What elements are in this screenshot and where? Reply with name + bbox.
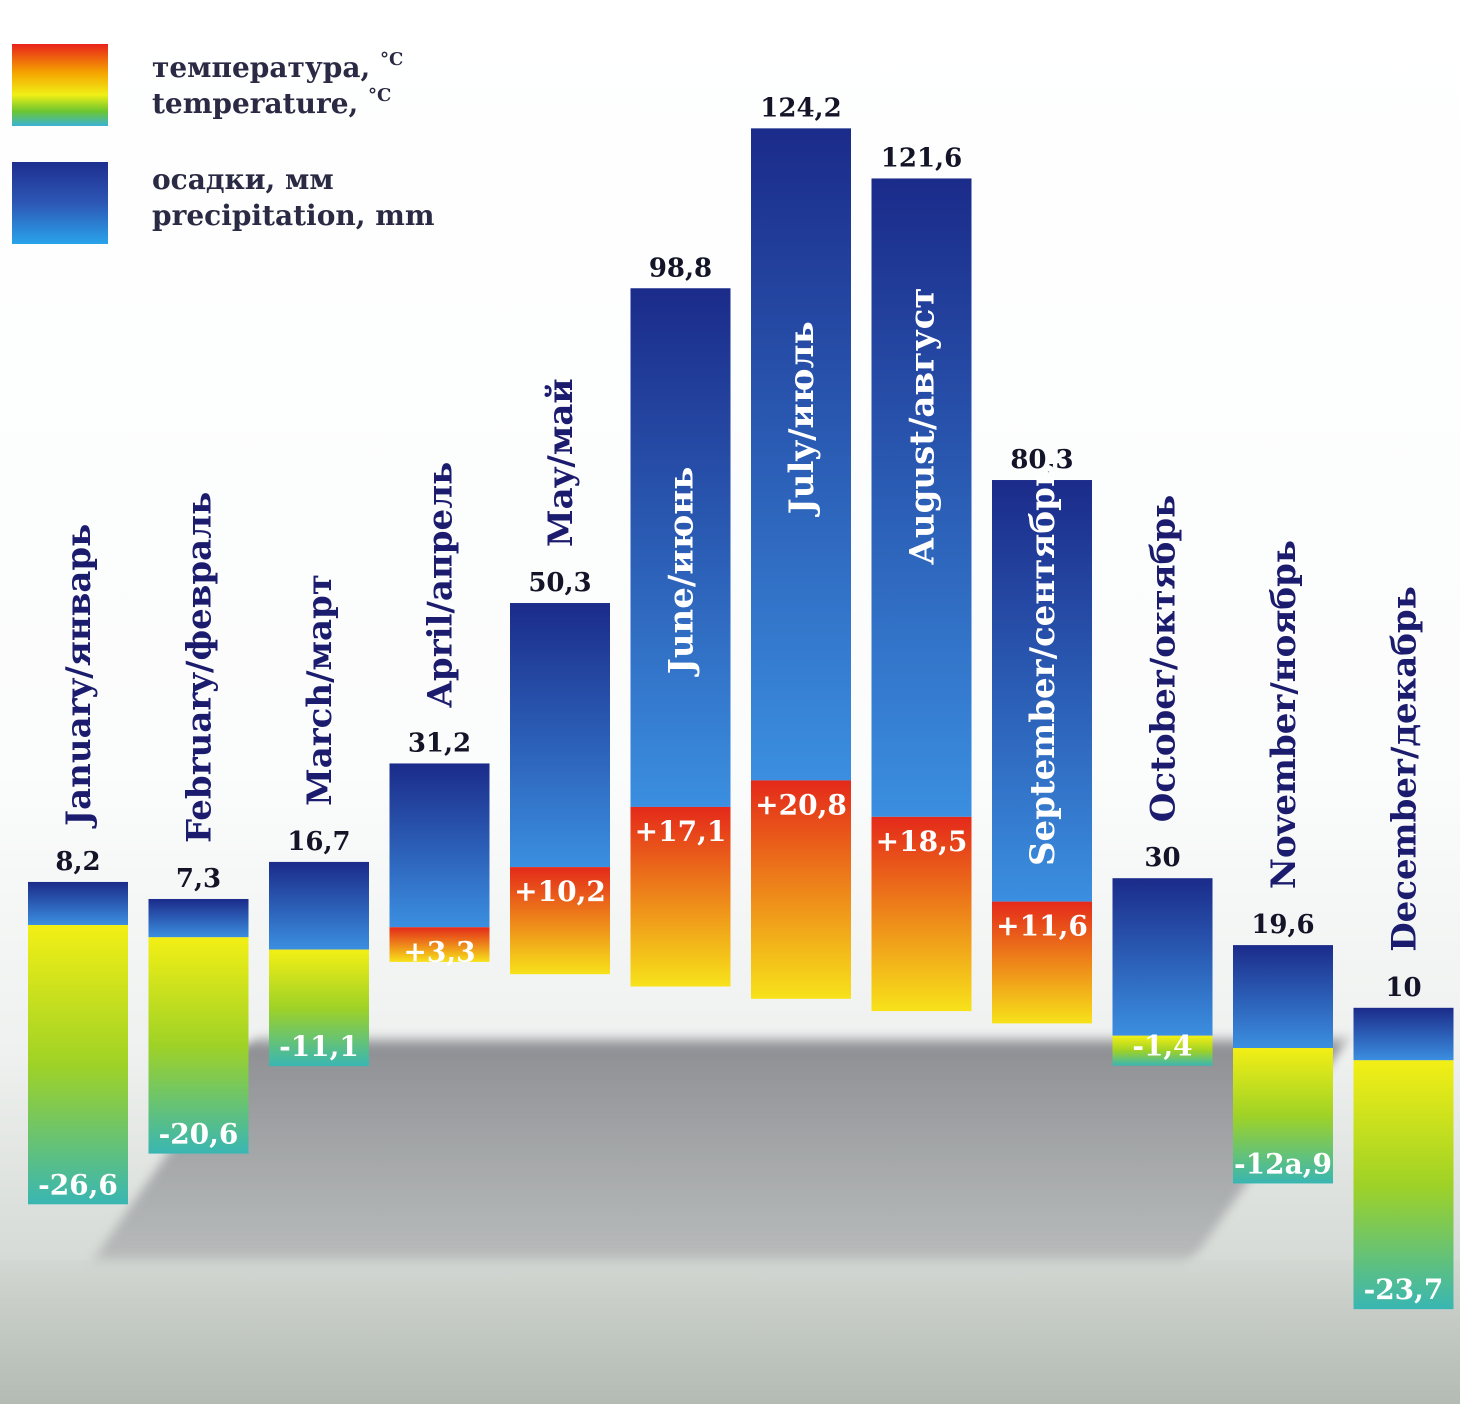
legend-temperature-unit-en: °C — [368, 85, 392, 106]
month-label-november: November/ноябрь — [1264, 540, 1304, 889]
temp-bar-december — [1353, 1060, 1454, 1310]
precip-label-august: 121,6 — [881, 143, 962, 173]
precip-bar-september — [992, 480, 1092, 902]
precip-label-january: 8,2 — [55, 847, 100, 877]
temp-bar-september — [992, 901, 1092, 1024]
precip-label-february: 7,3 — [176, 864, 221, 894]
temp-label-january: -26,6 — [38, 1168, 118, 1201]
temp-bar-march — [269, 949, 369, 1067]
month-label-april: April/апрель — [421, 462, 461, 709]
month-label-december: December/декабрь — [1385, 586, 1425, 952]
month-label-october: October/октябрь — [1144, 495, 1184, 822]
precip-label-december: 10 — [1385, 973, 1421, 1003]
temp-bar-november — [1233, 1048, 1333, 1184]
month-label-july: July/июль — [782, 321, 822, 517]
temp-label-october: -1,4 — [1132, 1030, 1192, 1063]
precip-bar-may — [510, 603, 610, 868]
precip-label-march: 16,7 — [287, 827, 350, 857]
precip-label-june: 98,8 — [649, 253, 712, 283]
month-label-march: March/март — [300, 574, 340, 806]
legend-temperature-unit: °C — [380, 49, 404, 70]
precip-bar-august — [871, 178, 972, 817]
temp-label-june: +17,1 — [635, 815, 727, 848]
temp-bar-august — [871, 816, 972, 1012]
precip-bar-january — [28, 881, 128, 925]
temp-bar-october — [1112, 1035, 1213, 1066]
month-label-august: August/август — [903, 288, 943, 566]
temp-label-february: -20,6 — [159, 1118, 239, 1151]
temp-label-april: +3,3 — [403, 935, 475, 968]
ground-haze — [0, 1260, 1460, 1404]
month-label-june: June/июнь — [662, 467, 702, 678]
temp-label-december: -23,7 — [1364, 1273, 1444, 1306]
precip-label-september: 80,3 — [1010, 445, 1073, 475]
precip-bar-november — [1233, 945, 1333, 1048]
temp-label-september: +11,6 — [996, 910, 1088, 943]
bars-layer: 8,2 -26,6 January/январь 7,3 -20,6 February/ф… — [28, 93, 1454, 1310]
month-label-september: September/сентябрь — [1023, 464, 1063, 866]
temp-label-august: +18,5 — [876, 825, 968, 858]
legend-precipitation-swatch — [12, 162, 108, 244]
temp-label-may: +10,2 — [514, 875, 606, 908]
precip-bar-october — [1112, 878, 1213, 1036]
legend-temperature-swatch — [12, 44, 108, 126]
precip-bar-july — [751, 128, 851, 781]
precip-bar-march — [269, 861, 369, 950]
precip-label-may: 50,3 — [528, 568, 591, 598]
month-label-january: January/январь — [59, 524, 99, 829]
precip-label-october: 30 — [1144, 843, 1180, 873]
temp-bar-may — [510, 867, 610, 975]
precip-bar-february — [148, 898, 249, 938]
precip-bar-april — [389, 763, 490, 928]
temp-label-july: +20,8 — [755, 788, 847, 821]
precip-bar-june — [630, 288, 731, 807]
legend-temperature-en-text: temperature, — [152, 87, 369, 120]
temp-bar-april — [389, 927, 490, 962]
month-label-may: May/май — [541, 378, 581, 547]
legend-precipitation-ru: осадки, мм — [152, 163, 334, 196]
legend-precipitation-en: precipitation, mm — [152, 199, 435, 232]
temp-bar-february — [148, 937, 249, 1154]
legend-temperature-en: temperature, °C — [152, 78, 391, 122]
temp-bar-july — [751, 780, 851, 999]
temp-label-november: -12a,9 — [1234, 1147, 1332, 1180]
precip-bar-december — [1353, 1007, 1454, 1061]
precip-label-july: 124,2 — [760, 93, 841, 123]
temp-label-march: -11,1 — [279, 1030, 359, 1063]
legend-temperature-ru: температура, °C — [152, 42, 403, 86]
legend-temperature-ru-text: температура, — [152, 51, 381, 84]
precip-label-april: 31,2 — [408, 728, 471, 758]
month-label-february: February/февраль — [180, 492, 220, 843]
temp-bar-january — [28, 925, 128, 1205]
precip-label-november: 19,6 — [1251, 910, 1314, 940]
temp-bar-june — [630, 806, 731, 987]
